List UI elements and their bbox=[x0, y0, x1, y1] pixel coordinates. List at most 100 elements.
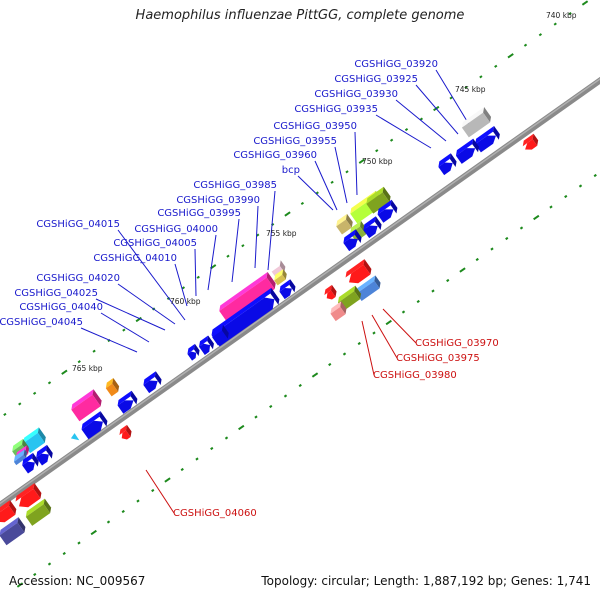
gene-block-face bbox=[356, 280, 380, 302]
gene-block-face bbox=[336, 219, 352, 235]
gene-arrow bbox=[199, 335, 214, 355]
gene-block bbox=[105, 378, 120, 397]
upper-rail-tick bbox=[538, 33, 543, 37]
gene-arrow bbox=[438, 153, 457, 176]
gene-block-face bbox=[219, 277, 275, 323]
scale-label: 745 kbp bbox=[455, 85, 486, 94]
gene-block-top bbox=[337, 285, 356, 303]
leader-line bbox=[354, 131, 358, 196]
upper-rail-tick bbox=[92, 349, 96, 353]
leader-line bbox=[95, 298, 166, 331]
gene-block-side bbox=[266, 271, 276, 289]
gene-block-face bbox=[71, 394, 101, 422]
gene-arrow-face bbox=[117, 400, 134, 414]
gene-label: CGSHiGG_03950 bbox=[273, 121, 357, 132]
leader-line bbox=[80, 327, 138, 353]
gene-arrow bbox=[0, 500, 17, 523]
upper-rail-tick bbox=[300, 201, 305, 206]
upper-rail-tick bbox=[226, 254, 230, 258]
gene-block bbox=[336, 213, 353, 235]
upper-rail-tick bbox=[3, 412, 7, 417]
gene-label: CGSHiGG_03930 bbox=[314, 89, 398, 100]
lower-rail-tick bbox=[490, 247, 494, 251]
gene-arrow-top bbox=[117, 390, 132, 406]
lower-rail-tick bbox=[180, 467, 184, 472]
gene-arrow bbox=[143, 371, 162, 394]
upper-rail-tick bbox=[479, 75, 483, 79]
upper-rail-tick bbox=[523, 43, 528, 47]
gene-arrow-side bbox=[330, 284, 337, 297]
gene-arrow-face bbox=[475, 135, 496, 153]
leader-line bbox=[174, 263, 188, 307]
gene-label: CGSHiGG_04040 bbox=[19, 302, 103, 313]
lower-rail-tick bbox=[210, 446, 214, 451]
gene-label: CGSHiGG_03955 bbox=[253, 136, 337, 147]
lower-rail-tick bbox=[311, 372, 319, 378]
genome-backbone-highlight bbox=[0, 78, 600, 505]
gene-arrow-side bbox=[33, 483, 42, 499]
leader-line bbox=[207, 234, 217, 291]
leader-line bbox=[231, 218, 240, 283]
upper-rail-tick bbox=[494, 64, 498, 68]
upper-rail-tick bbox=[241, 244, 245, 248]
lower-rail-tick bbox=[416, 299, 420, 304]
gene-label: bcp bbox=[282, 165, 300, 176]
lower-rail-tick bbox=[195, 457, 199, 461]
upper-rail-tick bbox=[330, 180, 334, 184]
gene-arrow bbox=[117, 390, 138, 414]
gene-arrow-top bbox=[15, 483, 35, 502]
gene-arrow-top bbox=[475, 125, 495, 145]
gene-block-side bbox=[354, 285, 362, 300]
leader-line bbox=[117, 283, 176, 325]
upper-rail-tick bbox=[404, 128, 409, 132]
gene-label: CGSHiGG_03935 bbox=[294, 104, 378, 115]
upper-rail-tick bbox=[284, 211, 291, 217]
gene-arrow bbox=[212, 324, 229, 346]
gene-arrow-face bbox=[363, 225, 378, 239]
lower-rail-tick bbox=[459, 267, 466, 273]
gene-arrow-top bbox=[363, 216, 376, 230]
gene-block-face bbox=[13, 454, 27, 466]
gene-arrow-side bbox=[363, 259, 372, 275]
leader-line bbox=[314, 160, 338, 211]
gene-arrow bbox=[187, 343, 200, 361]
gene-arrow-side bbox=[130, 390, 138, 405]
gene-block-top bbox=[274, 269, 284, 281]
gene-arrow-top bbox=[343, 229, 356, 243]
gene-arrow-face bbox=[36, 453, 49, 466]
leader-line bbox=[371, 314, 398, 359]
upper-rail-tick bbox=[345, 170, 349, 174]
gene-arrow-top bbox=[279, 279, 291, 292]
gene-block-side bbox=[346, 213, 353, 228]
gene-arrow-face bbox=[81, 420, 103, 440]
map-title: Haemophilus influenzae PittGG, complete … bbox=[135, 8, 465, 23]
upper-rail-tick bbox=[375, 149, 379, 153]
gene-block-top bbox=[13, 449, 25, 462]
gene-labels: CGSHiGG_03920 CGSHiGG_03925 CGSHiGG_03930 C… bbox=[0, 59, 499, 519]
gene-arrow-side bbox=[449, 153, 457, 168]
gene-block bbox=[330, 301, 347, 322]
gene-arrow-side bbox=[8, 500, 17, 515]
gene-arrow-face bbox=[212, 333, 225, 346]
gene-arrow bbox=[363, 216, 382, 239]
gene-block-top bbox=[25, 498, 45, 517]
gene-label: CGSHiGG_04045 bbox=[0, 317, 83, 328]
gene-block bbox=[356, 275, 381, 302]
gene-block-face bbox=[271, 265, 285, 279]
gene-block-side bbox=[43, 498, 52, 514]
lower-rail-tick bbox=[505, 236, 509, 241]
gene-label: CGSHiGG_04005 bbox=[113, 238, 197, 249]
gene-arrow-face bbox=[187, 351, 197, 361]
gene-arrow-top bbox=[187, 343, 195, 355]
leader-line bbox=[194, 248, 197, 297]
gene-arrow-side bbox=[207, 335, 214, 350]
gene-block-face bbox=[25, 504, 51, 526]
lower-rail-tick bbox=[224, 436, 229, 440]
gene-block-top bbox=[350, 220, 361, 234]
gene-arrow-face bbox=[438, 162, 453, 176]
gene-arrow bbox=[119, 424, 132, 440]
lower-rail-tick bbox=[164, 477, 171, 483]
lower-rail-tick bbox=[431, 289, 435, 293]
gene-label: CGSHiGG_04000 bbox=[134, 224, 218, 235]
